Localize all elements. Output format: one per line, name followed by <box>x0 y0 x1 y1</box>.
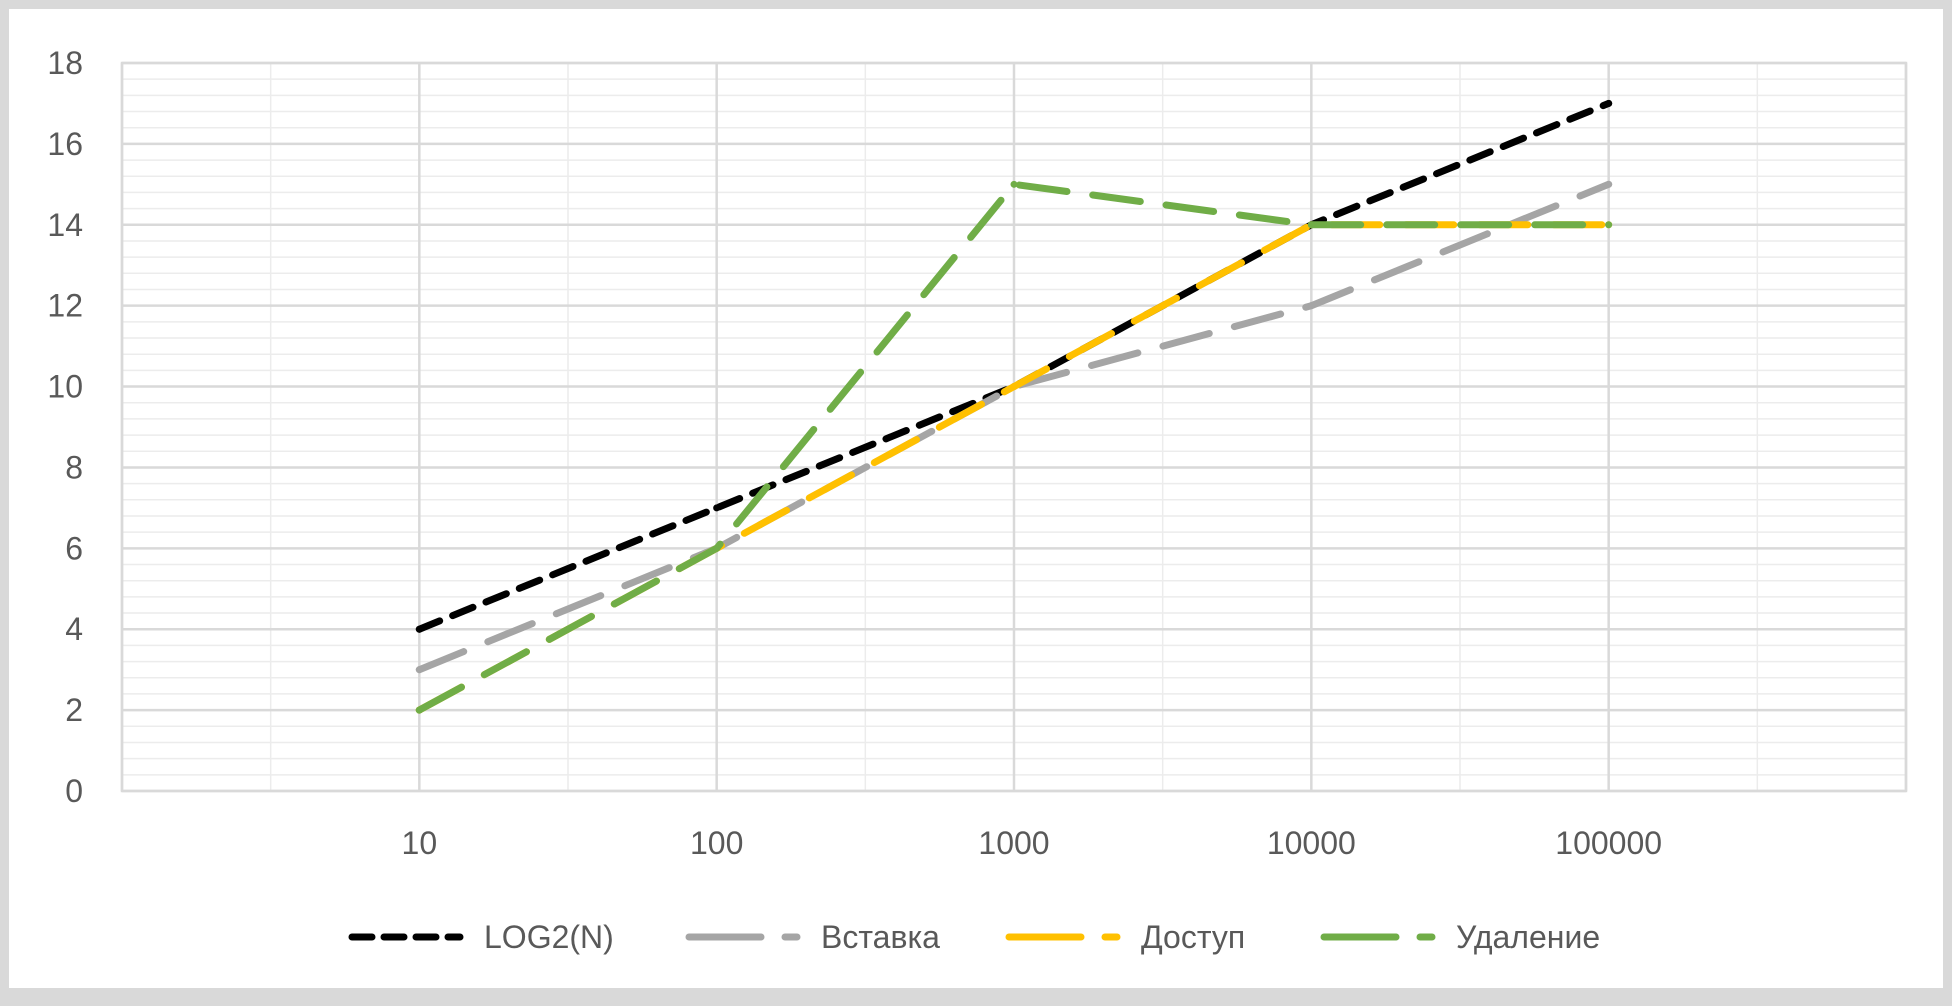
series-1-point <box>1605 180 1613 188</box>
series-0-point <box>1605 99 1613 107</box>
x-tick-label: 100 <box>690 825 743 861</box>
plot-border <box>120 61 1908 793</box>
legend-item-2: Доступ <box>1005 919 1245 955</box>
legend: LOG2(N) Вставка Доступ Удаление <box>348 919 1600 955</box>
legend-item-1: Вставка <box>685 919 940 955</box>
y-tick-label: 4 <box>65 611 83 647</box>
series-line-3 <box>415 180 1613 714</box>
y-tick-label: 8 <box>65 449 83 485</box>
legend-label: LOG2(N) <box>484 919 614 955</box>
series-line-0 <box>415 99 1613 633</box>
series-1-point <box>1307 302 1315 310</box>
y-tick-label: 12 <box>47 288 83 324</box>
series-3-point <box>415 706 423 714</box>
y-tick-label: 10 <box>47 369 83 405</box>
legend-label: Вставка <box>821 919 940 955</box>
legend-item-0: LOG2(N) <box>348 919 614 955</box>
y-tick-label: 18 <box>47 45 83 81</box>
x-tick-label: 10000 <box>1267 825 1356 861</box>
series-line-1 <box>415 180 1613 674</box>
y-tick-label: 2 <box>65 692 83 728</box>
series-3-point <box>1605 221 1613 229</box>
series-0-point <box>713 504 721 512</box>
series-3-point <box>713 544 721 552</box>
x-tick-label: 10 <box>402 825 438 861</box>
y-tick-label: 6 <box>65 530 83 566</box>
line-chart: 0 2 4 6 8 10 12 14 16 18 10 100 1000 10000 100000 LOG2… <box>47 45 1908 955</box>
y-tick-label: 14 <box>47 207 83 243</box>
tick-labels: 0 2 4 6 8 10 12 14 16 18 10 100 1000 10000 100000 <box>47 45 1662 861</box>
series-1-point <box>415 666 423 674</box>
legend-label: Удаление <box>1456 919 1600 955</box>
series-3-point <box>1307 221 1315 229</box>
grid <box>120 61 1908 793</box>
axes <box>120 61 1908 793</box>
legend-item-3: Удаление <box>1320 919 1600 955</box>
y-tick-label: 0 <box>65 773 83 809</box>
y-tick-label: 16 <box>47 126 83 162</box>
series <box>415 99 1613 714</box>
series-0-point <box>415 625 423 633</box>
legend-label: Доступ <box>1141 919 1245 955</box>
x-tick-label: 100000 <box>1555 825 1662 861</box>
series-2-point <box>1010 383 1018 391</box>
x-tick-label: 1000 <box>978 825 1049 861</box>
series-3-point <box>1010 180 1018 188</box>
